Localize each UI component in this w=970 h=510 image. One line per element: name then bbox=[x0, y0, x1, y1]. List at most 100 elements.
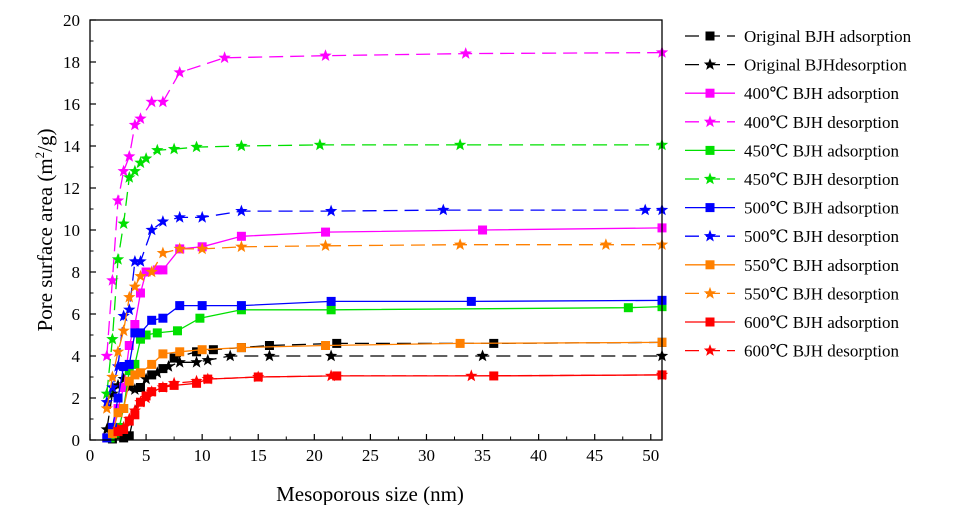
data-point bbox=[332, 338, 342, 348]
series-line bbox=[106, 244, 662, 409]
data-point bbox=[190, 355, 203, 368]
data-point bbox=[201, 372, 214, 385]
x-tick-label: 35 bbox=[474, 446, 491, 465]
data-point bbox=[128, 118, 141, 131]
data-point bbox=[102, 433, 112, 443]
x-tick-label: 50 bbox=[642, 446, 659, 465]
data-point bbox=[224, 349, 237, 362]
data-point bbox=[128, 404, 141, 416]
legend-marker bbox=[705, 88, 715, 98]
x-axis-label: Mesoporous size (nm) bbox=[276, 482, 464, 505]
series-0 bbox=[107, 337, 667, 444]
series-5 bbox=[100, 138, 669, 400]
legend-marker bbox=[705, 260, 715, 270]
y-tick-label: 10 bbox=[63, 221, 80, 240]
data-point bbox=[123, 150, 136, 162]
series-line bbox=[106, 299, 663, 439]
legend-marker bbox=[703, 229, 717, 242]
x-tick-label: 25 bbox=[362, 446, 379, 465]
data-point bbox=[139, 152, 153, 164]
data-point bbox=[455, 338, 465, 348]
data-point bbox=[158, 313, 168, 323]
data-point bbox=[135, 383, 145, 392]
data-point bbox=[106, 273, 119, 286]
legend-label: 550℃ BJH adsorption bbox=[744, 256, 900, 275]
data-point bbox=[100, 395, 113, 408]
legend: Original BJH adsorption Original BJHdesor… bbox=[685, 27, 912, 361]
data-point bbox=[173, 66, 186, 78]
data-point bbox=[111, 378, 125, 391]
legend-label: 450℃ BJH desorption bbox=[744, 170, 900, 189]
data-point bbox=[119, 383, 129, 392]
data-point bbox=[117, 217, 130, 229]
data-point bbox=[128, 280, 141, 292]
data-point bbox=[453, 238, 467, 250]
data-point bbox=[130, 410, 140, 420]
series-line bbox=[106, 227, 663, 439]
data-point bbox=[190, 374, 203, 387]
legend-marker bbox=[705, 31, 715, 41]
data-point bbox=[124, 341, 134, 350]
data-point bbox=[639, 203, 652, 216]
data-point bbox=[106, 381, 119, 393]
data-point bbox=[252, 370, 265, 383]
data-point bbox=[325, 349, 338, 362]
data-point bbox=[147, 315, 157, 325]
legend-entry-6: 500℃ BJH adsorption bbox=[685, 199, 900, 218]
legend-entry-3: 400℃ BJH desorption bbox=[685, 113, 900, 132]
data-point bbox=[134, 156, 147, 169]
data-point bbox=[111, 360, 125, 372]
legend-label: 600℃ BJH desorption bbox=[744, 342, 900, 361]
data-point bbox=[106, 332, 119, 345]
legend-label: Original BJHdesorption bbox=[744, 56, 907, 75]
series-line bbox=[111, 341, 663, 434]
data-point bbox=[141, 267, 151, 277]
data-point bbox=[162, 360, 175, 372]
data-point bbox=[123, 381, 136, 393]
data-point bbox=[599, 238, 613, 250]
data-point bbox=[124, 431, 134, 441]
data-point bbox=[326, 305, 336, 315]
data-point bbox=[113, 393, 123, 403]
data-point bbox=[145, 95, 158, 108]
data-point bbox=[123, 412, 136, 425]
data-point bbox=[158, 364, 168, 374]
data-point bbox=[173, 210, 186, 223]
legend-marker bbox=[703, 344, 717, 356]
data-point bbox=[100, 423, 113, 435]
data-point bbox=[145, 265, 158, 278]
series-4 bbox=[105, 302, 667, 443]
data-point bbox=[167, 142, 181, 155]
y-axis-label-sup: 2 bbox=[32, 152, 47, 159]
data-point bbox=[152, 328, 162, 338]
data-point bbox=[236, 301, 246, 311]
y-tick-label: 18 bbox=[63, 53, 80, 72]
data-point bbox=[175, 347, 185, 357]
data-point bbox=[623, 303, 633, 313]
data-point bbox=[135, 334, 145, 344]
legend-marker bbox=[703, 286, 717, 299]
legend-marker bbox=[705, 317, 715, 327]
data-point bbox=[478, 225, 488, 235]
x-tick-label: 5 bbox=[142, 446, 151, 465]
data-point bbox=[151, 143, 164, 156]
legend-marker bbox=[705, 203, 715, 213]
series-3 bbox=[100, 46, 669, 362]
data-point bbox=[459, 47, 472, 59]
data-point bbox=[145, 223, 158, 236]
data-point bbox=[141, 330, 151, 340]
data-point bbox=[119, 362, 129, 371]
series-11 bbox=[111, 368, 669, 435]
data-point bbox=[145, 385, 158, 397]
data-point bbox=[111, 423, 125, 435]
data-point bbox=[107, 429, 117, 439]
data-point bbox=[196, 210, 209, 223]
data-point bbox=[117, 372, 130, 385]
legend-label: 400℃ BJH desorption bbox=[744, 113, 900, 132]
legend-entry-5: 450℃ BJH desorption bbox=[685, 170, 900, 189]
x-tick-label: 0 bbox=[86, 446, 95, 465]
data-point bbox=[130, 320, 140, 329]
data-point bbox=[111, 345, 125, 358]
legend-entry-7: 500℃ BJH desorption bbox=[685, 227, 900, 246]
